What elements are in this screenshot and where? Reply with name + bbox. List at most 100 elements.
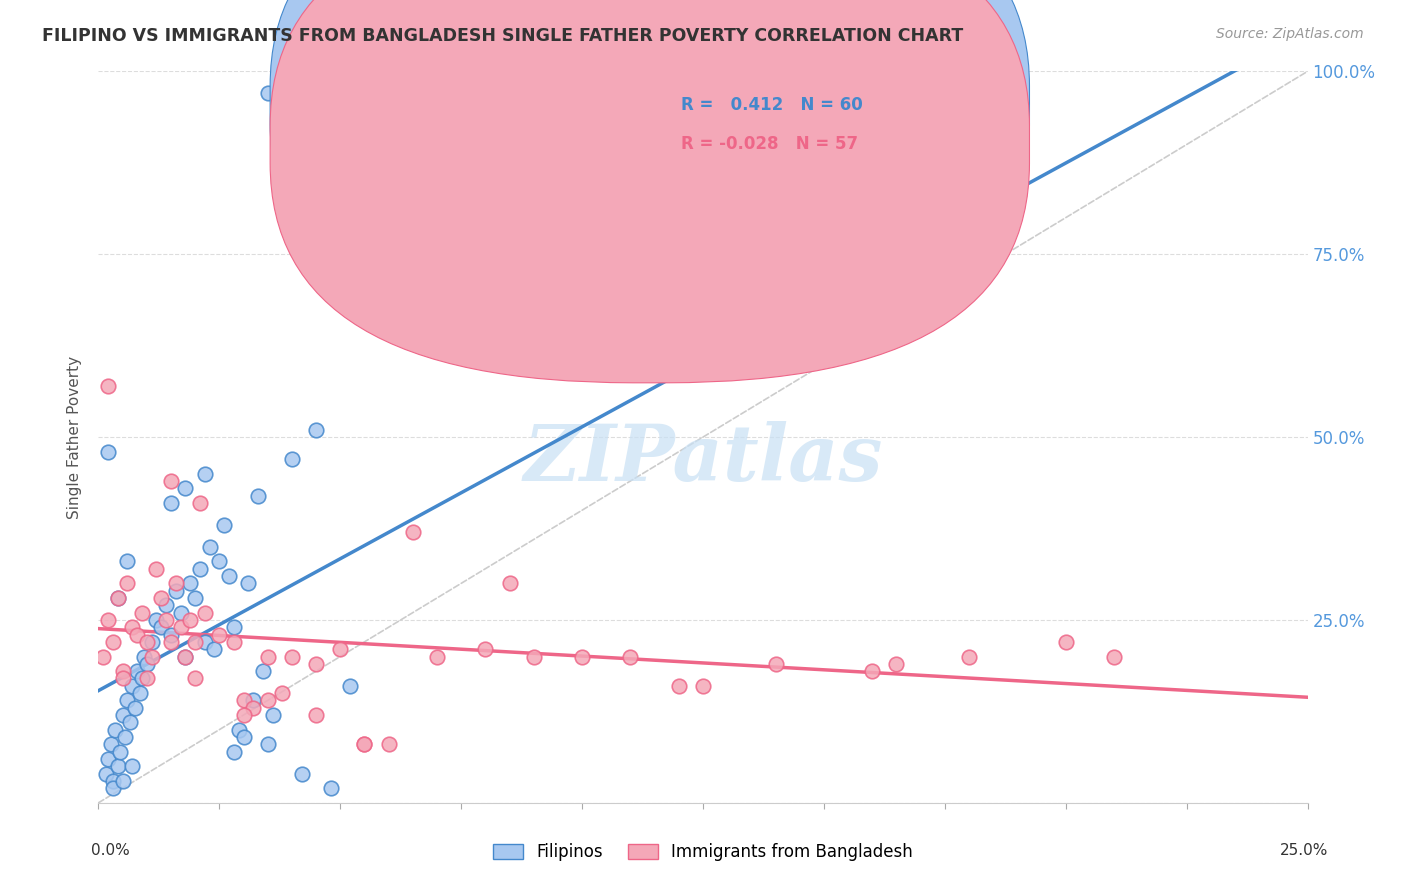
- Point: [108, 745, 131, 759]
- Point: [238, 576, 260, 591]
- Point: [101, 781, 124, 796]
- Point: [474, 642, 496, 657]
- Point: [111, 664, 134, 678]
- Point: [353, 737, 375, 751]
- Point: [111, 773, 134, 788]
- Point: [121, 759, 143, 773]
- Point: [228, 723, 250, 737]
- Point: [339, 679, 361, 693]
- Point: [692, 679, 714, 693]
- Y-axis label: Single Father Poverty: Single Father Poverty: [67, 356, 83, 518]
- Point: [619, 649, 641, 664]
- Point: [188, 496, 211, 510]
- Point: [121, 620, 143, 634]
- Point: [957, 649, 980, 664]
- Point: [135, 657, 157, 671]
- Point: [232, 708, 254, 723]
- Point: [124, 700, 146, 714]
- Point: [128, 686, 150, 700]
- Point: [222, 635, 245, 649]
- Point: [155, 613, 177, 627]
- Point: [188, 562, 211, 576]
- Text: 0.0%: 0.0%: [91, 843, 131, 857]
- Point: [242, 700, 264, 714]
- Point: [377, 737, 399, 751]
- Text: Source: ZipAtlas.com: Source: ZipAtlas.com: [1216, 27, 1364, 41]
- Point: [305, 708, 328, 723]
- Point: [117, 693, 139, 707]
- Legend: Filipinos, Immigrants from Bangladesh: Filipinos, Immigrants from Bangladesh: [486, 837, 920, 868]
- Point: [174, 649, 197, 664]
- Point: [135, 672, 157, 686]
- Point: [242, 693, 264, 707]
- Point: [290, 766, 312, 780]
- Point: [329, 642, 352, 657]
- Point: [160, 496, 183, 510]
- FancyBboxPatch shape: [270, 0, 1029, 343]
- Text: ZIPatlas: ZIPatlas: [523, 421, 883, 497]
- Point: [97, 379, 120, 393]
- Point: [145, 613, 167, 627]
- Point: [121, 679, 143, 693]
- Point: [256, 649, 278, 664]
- Point: [150, 591, 173, 605]
- FancyBboxPatch shape: [619, 86, 932, 170]
- Point: [204, 642, 226, 657]
- Point: [101, 635, 124, 649]
- Point: [91, 649, 114, 664]
- Point: [179, 613, 201, 627]
- Point: [155, 599, 177, 613]
- Point: [150, 620, 173, 634]
- Point: [1054, 635, 1077, 649]
- Point: [127, 664, 149, 678]
- Point: [256, 693, 278, 707]
- Point: [218, 569, 240, 583]
- Point: [247, 489, 270, 503]
- Point: [271, 686, 294, 700]
- Point: [117, 576, 139, 591]
- Point: [141, 635, 163, 649]
- Point: [571, 649, 593, 664]
- Point: [498, 576, 520, 591]
- Point: [232, 693, 254, 707]
- Point: [97, 752, 120, 766]
- Point: [134, 649, 156, 664]
- Text: FILIPINO VS IMMIGRANTS FROM BANGLADESH SINGLE FATHER POVERTY CORRELATION CHART: FILIPINO VS IMMIGRANTS FROM BANGLADESH S…: [42, 27, 963, 45]
- Point: [169, 606, 191, 620]
- Point: [107, 591, 129, 605]
- Point: [860, 664, 883, 678]
- Point: [184, 591, 207, 605]
- Point: [135, 635, 157, 649]
- Point: [97, 444, 120, 458]
- Point: [117, 554, 139, 568]
- Point: [1102, 649, 1125, 664]
- Point: [111, 708, 134, 723]
- Point: [281, 452, 304, 467]
- Point: [765, 657, 787, 671]
- Point: [118, 715, 141, 730]
- Point: [107, 591, 129, 605]
- Text: R =   0.412   N = 60: R = 0.412 N = 60: [682, 95, 863, 114]
- Point: [256, 737, 278, 751]
- Point: [131, 672, 153, 686]
- Point: [222, 620, 245, 634]
- Text: R = -0.028   N = 57: R = -0.028 N = 57: [682, 136, 858, 153]
- Point: [305, 423, 328, 437]
- Point: [184, 635, 207, 649]
- Point: [104, 723, 127, 737]
- Point: [523, 649, 546, 664]
- Point: [252, 664, 274, 678]
- Text: 25.0%: 25.0%: [1281, 843, 1329, 857]
- Point: [402, 525, 425, 540]
- Point: [668, 679, 690, 693]
- Point: [107, 759, 129, 773]
- Point: [169, 620, 191, 634]
- Point: [160, 635, 183, 649]
- Point: [194, 635, 217, 649]
- Point: [101, 773, 124, 788]
- Point: [886, 657, 908, 671]
- Point: [165, 583, 187, 598]
- Point: [97, 613, 120, 627]
- Point: [174, 649, 197, 664]
- Point: [179, 576, 201, 591]
